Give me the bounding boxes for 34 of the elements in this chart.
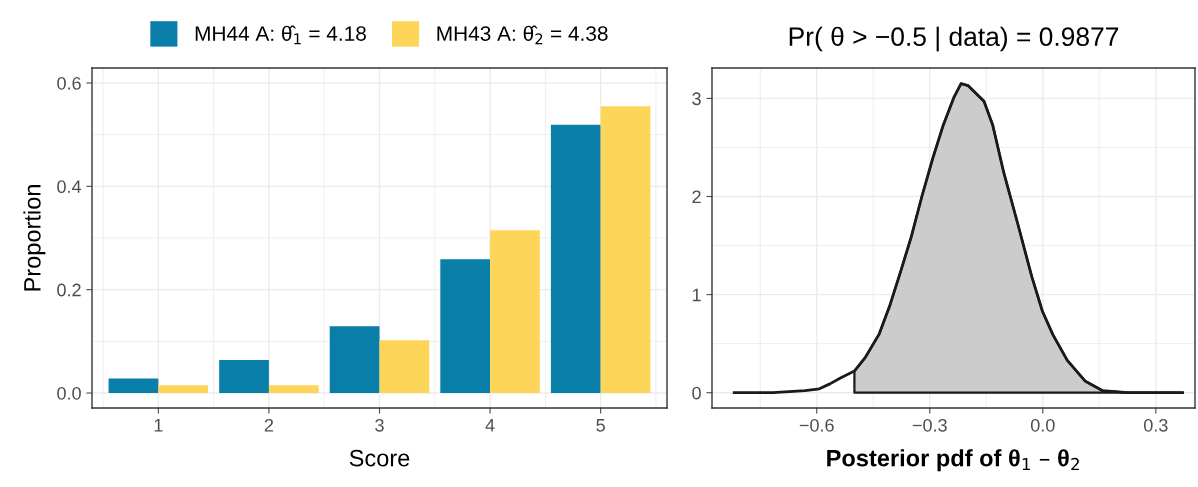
y-tick-label: 0.0 (57, 386, 81, 400)
y-tick-label: 0.2 (57, 283, 81, 297)
bar (158, 385, 209, 394)
x-tick-label: 0.0 (1030, 418, 1055, 432)
legend-label: MH44 A: θ̂$_{1}$ = 4.18 (195, 25, 366, 45)
bar (440, 259, 491, 394)
y-tick-label: 0 (692, 386, 701, 400)
line-series (732, 82, 1184, 395)
bar (379, 340, 430, 394)
y-tick-label: 1 (692, 288, 701, 302)
y-tick-label: 3 (692, 92, 701, 106)
bar (550, 124, 601, 394)
chart-title: Pr( θ > −0.5 | data) = 0.9877 (789, 26, 1119, 52)
x-axis-title: Score (349, 449, 410, 467)
x-tick-label: 1 (154, 419, 163, 432)
x-tick-label: 4 (485, 419, 495, 432)
y-tick-label: 0.4 (57, 180, 82, 194)
bar (329, 326, 380, 394)
y-tick-label: 0.6 (57, 76, 81, 90)
x-tick-label: −0.6 (799, 418, 834, 432)
x-tick-label: 2 (264, 418, 274, 432)
legend-label: MH43 A: θ̂$_{2}$ = 4.38 (437, 25, 608, 45)
bar (490, 230, 540, 394)
y-axis-title: Proportion (23, 185, 46, 291)
bar (219, 359, 269, 394)
x-tick-label: 3 (375, 418, 384, 432)
x-tick-label: −0.3 (912, 418, 947, 432)
bar (600, 106, 651, 394)
bar (268, 385, 319, 394)
x-tick-label: 5 (596, 419, 605, 432)
x-axis-title: Posterior pdf of θ$_{1}$ – θ$_{2}$ (827, 449, 1079, 472)
x-tick-label: 0.3 (1143, 418, 1168, 432)
bar (108, 378, 159, 394)
y-tick-label: 2 (692, 190, 701, 204)
